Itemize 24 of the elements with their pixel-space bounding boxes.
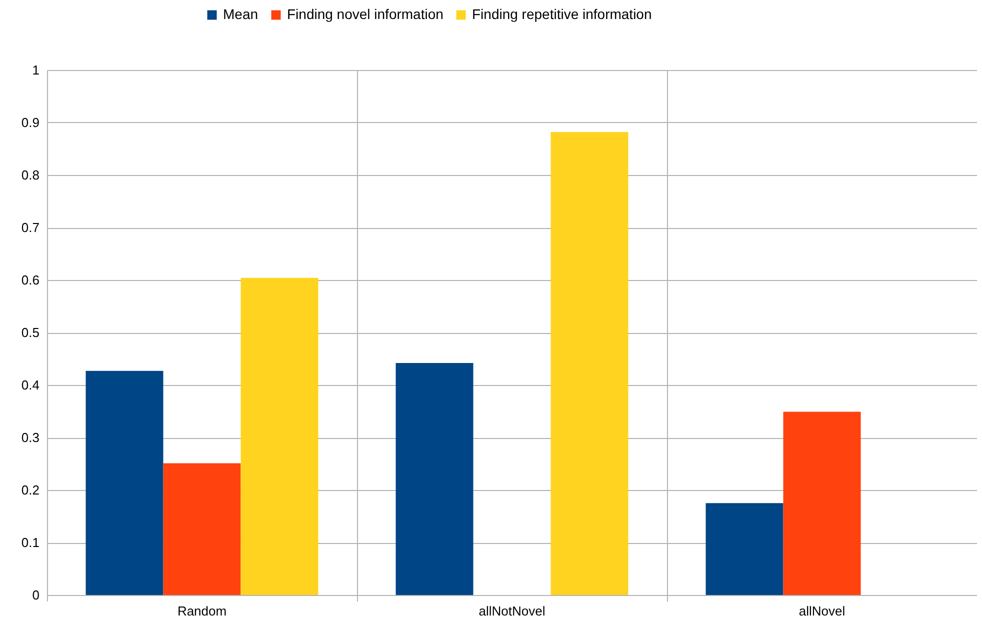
bar [396,362,474,595]
bar [163,463,241,595]
y-tick-label: 0.1 [21,535,40,550]
bar [550,132,628,595]
y-tick-label: 0.8 [21,168,40,182]
y-tick-label: 0.5 [21,325,40,340]
y-tick-label: 0.2 [21,482,40,498]
bar [240,278,318,595]
y-tick-label: 0.4 [21,378,40,392]
x-tick-label: allNovel [798,604,846,618]
x-tick-label: Random [177,604,227,618]
legend-label: Mean [223,6,258,22]
legend-label: Finding novel information [287,6,444,22]
y-tick-label: 0 [32,588,40,602]
y-tick-label: 1 [32,62,40,78]
bar [783,412,861,595]
y-tick-label: 0.9 [21,115,40,130]
y-tick-label: 0.3 [21,430,40,445]
bar [706,503,784,595]
legend-label: Finding repetitive information [472,6,652,22]
y-tick-label: 0.7 [21,220,40,235]
x-tick-label: allNotNovel [478,604,546,618]
bar [86,370,164,595]
y-tick-label: 0.6 [21,272,40,288]
